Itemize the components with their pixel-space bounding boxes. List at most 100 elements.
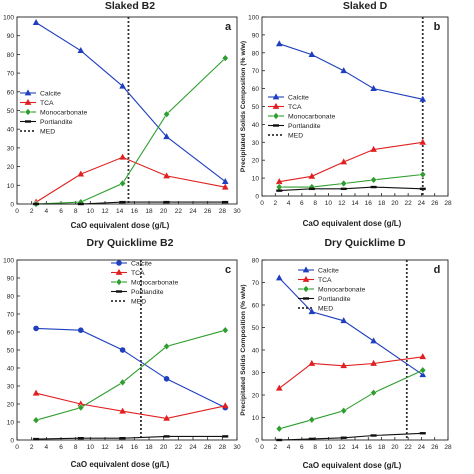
x-tick-label: 26 (204, 444, 212, 451)
x-axis-label: CaO equivalent dose (g/L) (303, 461, 402, 470)
legend-marker (116, 290, 122, 293)
data-point-portlandite (340, 436, 347, 439)
x-tick-label: 4 (287, 444, 291, 451)
plot-frame (16, 259, 238, 441)
data-point-calcite (419, 95, 427, 102)
y-tick-label: 40 (252, 348, 260, 355)
x-tick-label: 6 (300, 444, 304, 451)
x-tick-label: 0 (15, 208, 19, 215)
y-tick-label: 50 (252, 104, 260, 111)
legend-label: Calcite (288, 95, 309, 102)
x-axis-label: CaO equivalent dose (g/L) (71, 221, 170, 230)
panel-letter: a (225, 21, 232, 33)
x-tick-label: 2 (30, 444, 34, 451)
x-tick-label: 20 (391, 200, 399, 207)
data-point-monocarbonate (340, 406, 348, 415)
data-point-tca (221, 183, 229, 190)
legend-label: TCA (288, 104, 302, 111)
legend-marker (302, 275, 310, 282)
series-line-portlandite (36, 435, 226, 440)
y-tick-label: 0 (10, 438, 14, 445)
series-line-tca (278, 356, 423, 389)
data-point-portlandite (119, 437, 126, 440)
data-point-portlandite (163, 200, 170, 204)
y-tick-label: 10 (252, 176, 260, 183)
x-tick-label: 4 (287, 200, 291, 207)
y-tick-label: 40 (7, 127, 15, 134)
data-point-tca (221, 402, 229, 409)
y-tick-label: 30 (252, 140, 260, 147)
legend-marker (303, 297, 309, 300)
x-tick-label: 16 (131, 208, 139, 215)
legend-label: Calcite (40, 91, 61, 98)
data-point-monocarbonate (119, 179, 127, 188)
x-tick-label: 10 (87, 208, 95, 215)
series-line-monocarbonate (35, 329, 226, 421)
data-point-portlandite (33, 202, 40, 206)
legend-label: Portlandite (40, 119, 73, 126)
x-tick-label: 24 (418, 200, 426, 207)
y-tick-label: 90 (7, 33, 15, 40)
x-tick-label: 22 (175, 208, 183, 215)
legend-label: MED (131, 299, 146, 306)
data-point-calcite (78, 327, 84, 334)
series-line-calcite (35, 22, 226, 183)
data-point-monocarbonate (77, 403, 85, 412)
data-point-tca (163, 414, 170, 421)
legend-marker (302, 285, 310, 293)
y-axis-label: Precipitated Solids Composition (% w/w) (240, 41, 247, 172)
legend-marker (302, 266, 310, 273)
x-tick-label: 24 (189, 444, 197, 451)
x-tick-label: 14 (116, 444, 124, 451)
y-tick-label: 50 (7, 108, 15, 115)
legend-marker (272, 102, 280, 109)
x-tick-label: 30 (233, 208, 241, 215)
data-point-monocarbonate (419, 170, 427, 179)
legend-marker (24, 98, 32, 105)
legend-marker (272, 112, 280, 120)
legend-marker (272, 93, 280, 100)
data-point-monocarbonate (163, 110, 171, 119)
series-line-tca (35, 156, 226, 203)
data-point-portlandite (77, 437, 84, 440)
data-point-portlandite (370, 434, 377, 437)
data-point-calcite (370, 337, 377, 344)
panel-letter: c (225, 264, 231, 276)
data-point-tca (370, 145, 377, 152)
y-tick-label: 20 (252, 158, 260, 165)
data-point-calcite (419, 371, 427, 378)
data-point-calcite (275, 40, 283, 47)
data-point-calcite (32, 19, 40, 26)
y-tick-label: 10 (252, 415, 260, 422)
y-tick-label: 50 (252, 325, 260, 332)
legend-marker (115, 268, 123, 275)
legend-label: Calcite (131, 261, 152, 268)
y-tick-label: 80 (7, 294, 15, 301)
legend-label: Portlandite (288, 123, 321, 130)
y-tick-label: 70 (252, 68, 260, 75)
data-point-calcite (308, 50, 316, 57)
series-line-tca (279, 141, 423, 183)
legend: Calcite TCA Monocarbonate Portlandite MED (20, 89, 87, 136)
x-tick-label: 10 (325, 200, 333, 207)
y-tick-label: 0 (10, 202, 14, 209)
legend-marker (24, 89, 32, 96)
series-line-tca (35, 392, 226, 419)
x-tick-label: 24 (189, 208, 197, 215)
data-point-monocarbonate (308, 415, 316, 424)
x-axis-label: CaO equivalent dose (g/L) (303, 219, 402, 228)
legend-label: TCA (131, 270, 145, 277)
x-tick-label: 6 (300, 200, 304, 207)
y-tick-label: 80 (252, 258, 260, 265)
data-point-portlandite (276, 189, 283, 192)
series-line-monocarbonate (279, 369, 424, 430)
legend-label: MED (40, 129, 55, 136)
y-axis-label: Precipitated Solids Composition (% w/w) (240, 284, 247, 415)
data-point-portlandite (370, 185, 377, 189)
y-tick-label: 80 (252, 50, 260, 57)
panel-letter: d (434, 264, 441, 276)
data-point-tca (32, 389, 40, 396)
